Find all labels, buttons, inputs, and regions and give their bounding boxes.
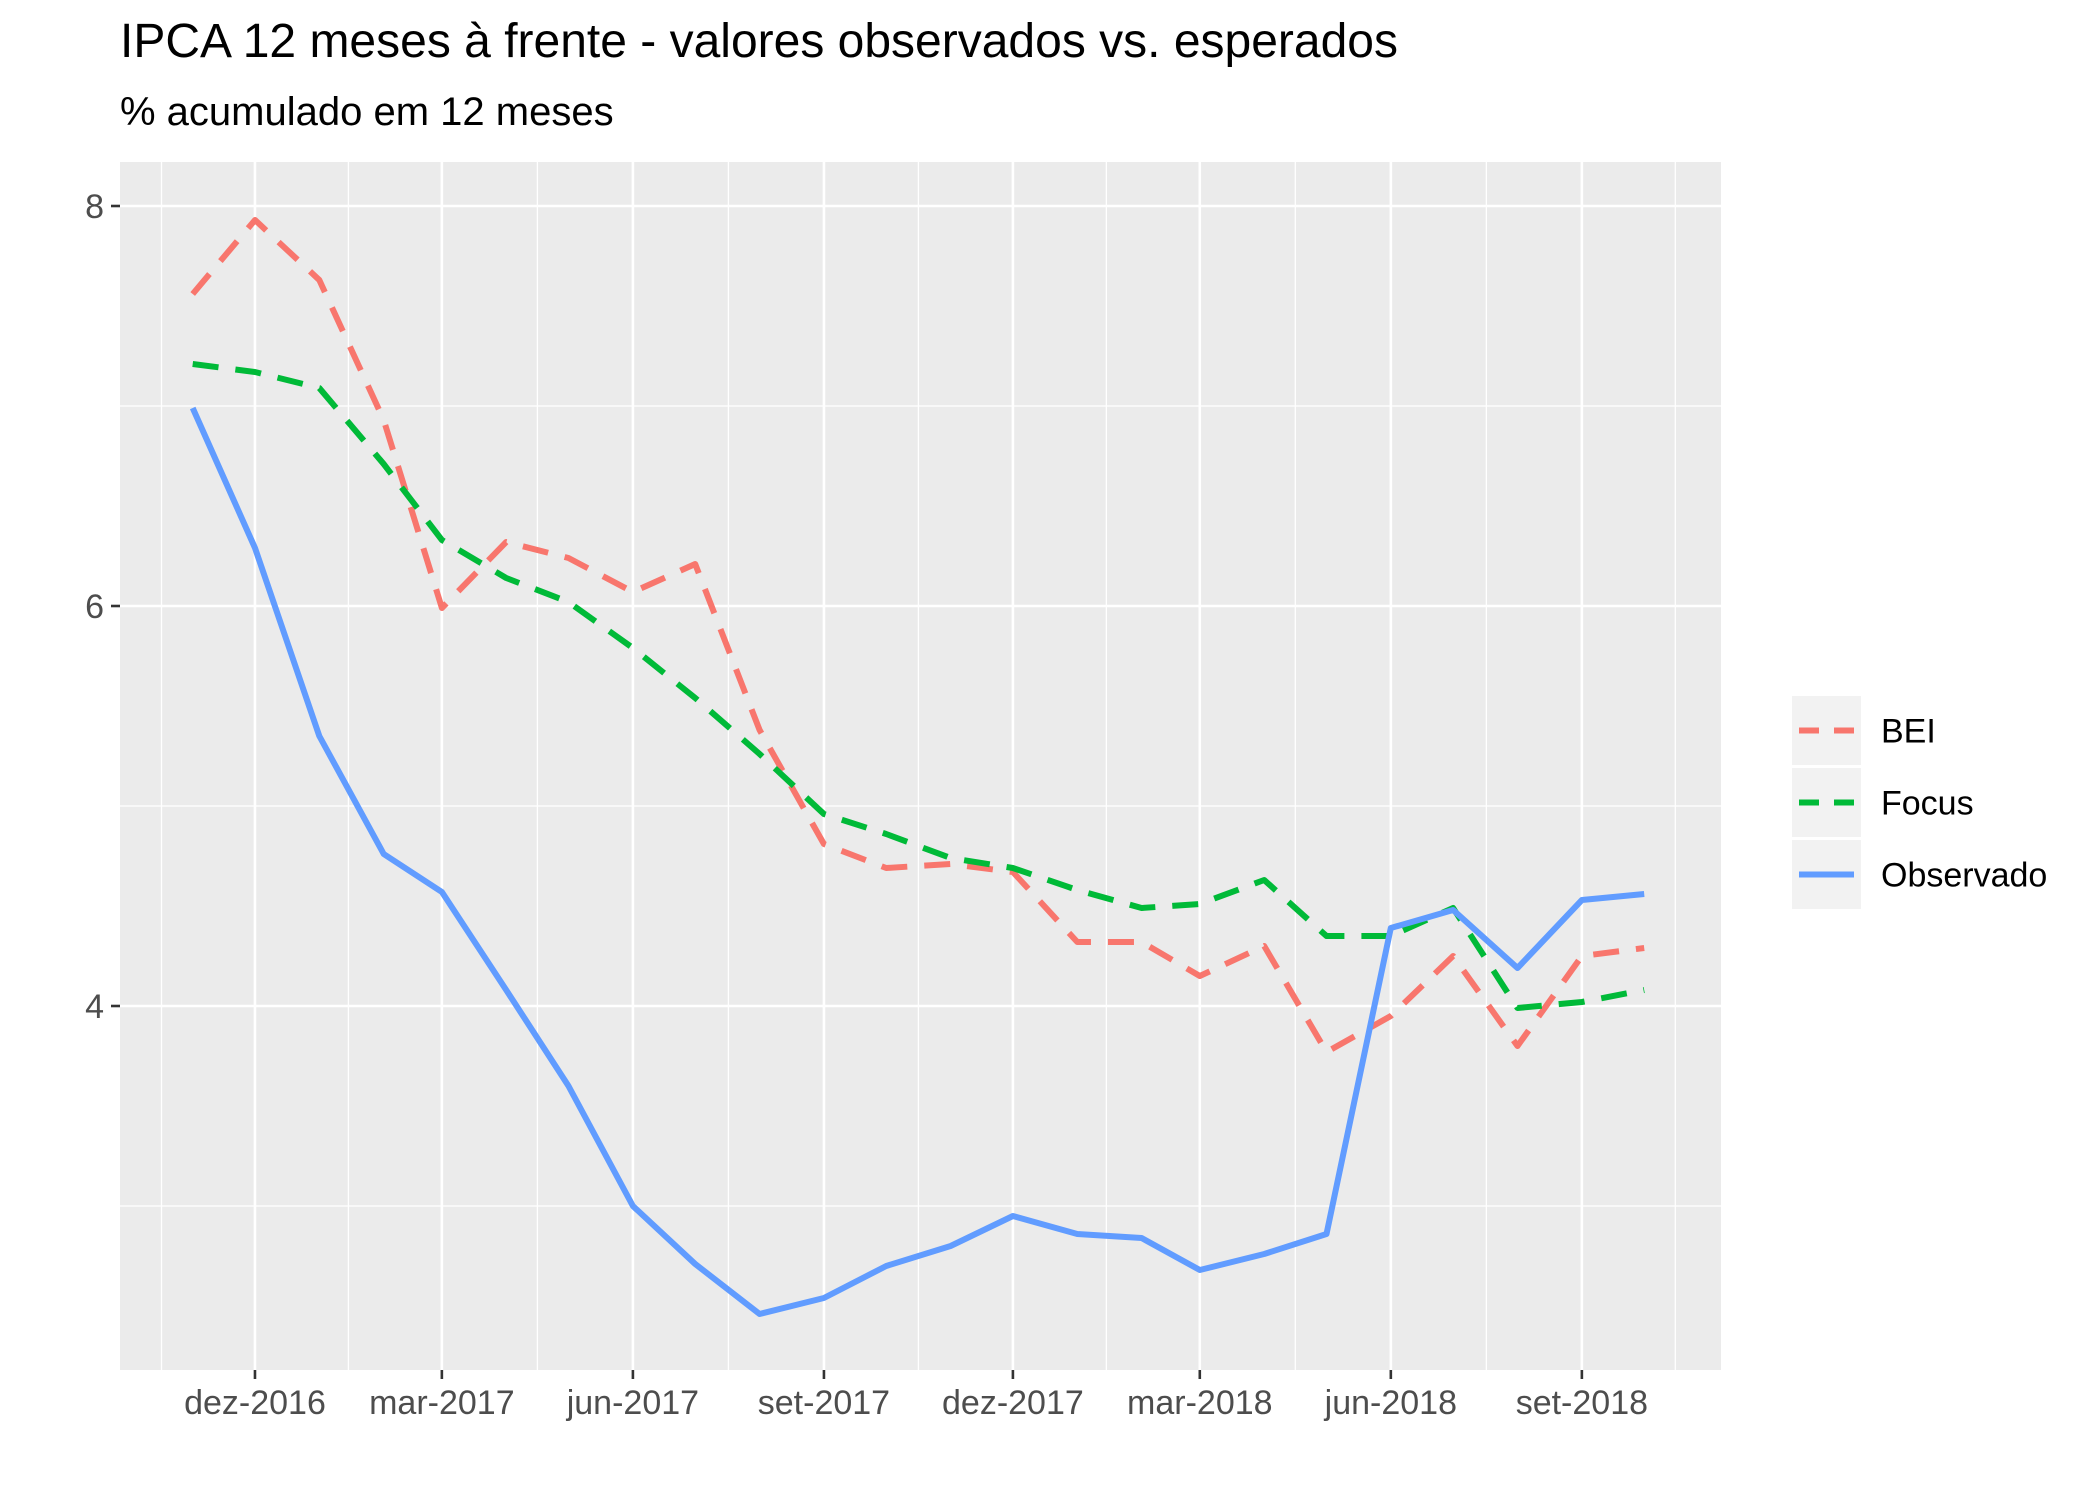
x-tick-label: jun-2017 <box>566 1384 699 1422</box>
x-tick-label: jun-2018 <box>1324 1384 1457 1422</box>
minor-gridlines <box>120 162 1721 1370</box>
x-tick-label: set-2018 <box>1516 1384 1648 1422</box>
major-gridlines <box>120 162 1721 1370</box>
y-tick-label: 4 <box>85 988 104 1026</box>
x-tick-label: dez-2016 <box>184 1384 326 1422</box>
legend-label-bei: BEI <box>1881 713 1936 751</box>
axes: dez-2016 mar-2017 jun-2017 set-2017 dez-2017… <box>85 188 1648 1422</box>
series-line-observado <box>189 406 1645 1317</box>
series-lines <box>189 217 1645 1317</box>
chart-subtitle: % acumulado em 12 meses <box>120 90 614 134</box>
legend-label-focus: Focus <box>1881 785 1974 823</box>
y-tick-label: 6 <box>85 588 104 626</box>
series-line-focus <box>192 361 1645 1011</box>
plot-panel <box>120 162 1721 1370</box>
x-tick-label: mar-2018 <box>1127 1384 1273 1422</box>
legend-label-observado: Observado <box>1881 857 2047 895</box>
chart-title: IPCA 12 meses à frente - valores observa… <box>120 15 1398 68</box>
x-tick-label: dez-2017 <box>942 1384 1084 1422</box>
x-tick-label: mar-2017 <box>369 1384 515 1422</box>
x-tick-label: set-2017 <box>758 1384 890 1422</box>
legend: BEI Focus Observado <box>1792 696 2047 909</box>
y-tick-label: 8 <box>85 188 104 226</box>
